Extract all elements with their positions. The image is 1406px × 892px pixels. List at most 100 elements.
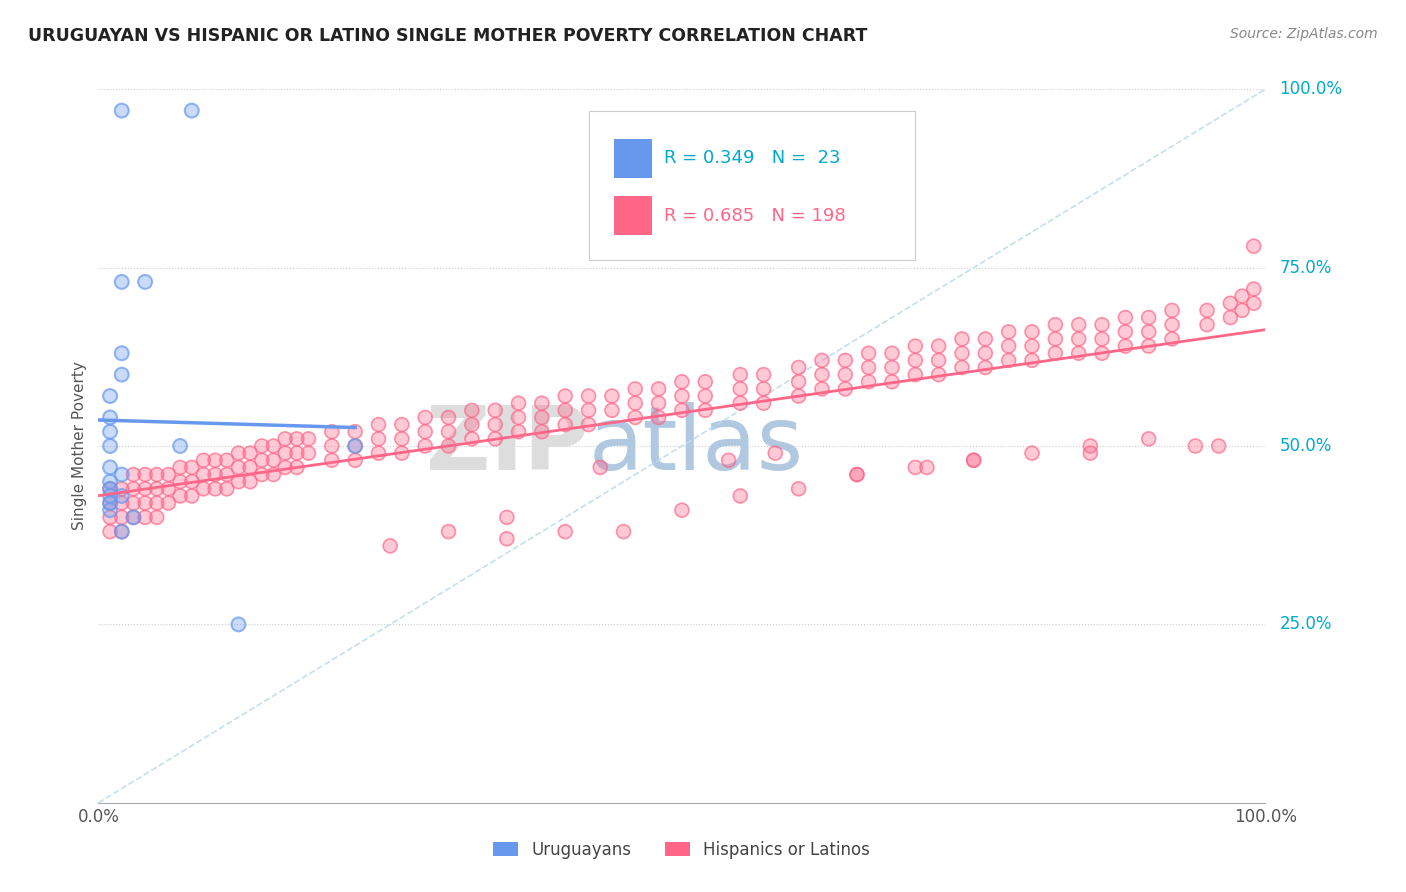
- Point: [1067, 318, 1090, 332]
- Point: [1080, 439, 1102, 453]
- Point: [730, 382, 752, 396]
- Point: [589, 460, 612, 475]
- Point: [180, 489, 202, 503]
- Point: [1243, 282, 1265, 296]
- Point: [730, 382, 752, 396]
- Point: [111, 368, 134, 382]
- Point: [274, 432, 297, 446]
- Point: [169, 460, 191, 475]
- Point: [146, 510, 169, 524]
- Point: [98, 439, 121, 453]
- Point: [437, 524, 460, 539]
- Point: [647, 396, 669, 410]
- Point: [1021, 446, 1043, 460]
- Point: [321, 425, 343, 439]
- Point: [193, 453, 215, 467]
- Point: [962, 453, 984, 467]
- Point: [122, 496, 145, 510]
- Point: [508, 410, 530, 425]
- Point: [1243, 239, 1265, 253]
- Point: [180, 103, 202, 118]
- Point: [262, 453, 284, 467]
- Text: R = 0.685   N = 198: R = 0.685 N = 198: [665, 207, 846, 225]
- Point: [122, 467, 145, 482]
- Point: [600, 403, 623, 417]
- Point: [530, 396, 553, 410]
- Point: [1137, 432, 1160, 446]
- Point: [157, 482, 180, 496]
- Point: [239, 460, 262, 475]
- Point: [834, 368, 856, 382]
- Point: [1137, 432, 1160, 446]
- Point: [880, 360, 903, 375]
- Point: [250, 467, 273, 482]
- Point: [787, 482, 810, 496]
- Point: [380, 539, 402, 553]
- Point: [1091, 318, 1114, 332]
- Point: [530, 410, 553, 425]
- Point: [880, 346, 903, 360]
- Point: [157, 467, 180, 482]
- Point: [111, 524, 134, 539]
- Point: [367, 417, 389, 432]
- Point: [695, 375, 717, 389]
- Point: [204, 453, 226, 467]
- Point: [285, 432, 308, 446]
- Point: [215, 453, 238, 467]
- Point: [962, 453, 984, 467]
- Point: [134, 275, 156, 289]
- Point: [1161, 303, 1184, 318]
- Point: [530, 425, 553, 439]
- Point: [1137, 325, 1160, 339]
- Point: [204, 467, 226, 482]
- Point: [250, 439, 273, 453]
- Point: [437, 425, 460, 439]
- Point: [461, 417, 484, 432]
- Point: [380, 539, 402, 553]
- Point: [811, 353, 834, 368]
- Point: [98, 524, 121, 539]
- Text: atlas: atlas: [589, 402, 804, 490]
- Point: [1114, 339, 1136, 353]
- Point: [554, 403, 576, 417]
- Point: [367, 446, 389, 460]
- Point: [752, 396, 775, 410]
- Point: [717, 453, 740, 467]
- Point: [111, 496, 134, 510]
- Point: [98, 496, 121, 510]
- Point: [496, 510, 519, 524]
- Point: [578, 389, 600, 403]
- Point: [880, 346, 903, 360]
- Point: [974, 360, 997, 375]
- Text: 50.0%: 50.0%: [1279, 437, 1331, 455]
- Point: [98, 510, 121, 524]
- Point: [215, 467, 238, 482]
- Point: [1161, 332, 1184, 346]
- Point: [752, 382, 775, 396]
- Point: [215, 453, 238, 467]
- Point: [204, 453, 226, 467]
- Point: [904, 353, 927, 368]
- Point: [437, 524, 460, 539]
- Point: [1021, 325, 1043, 339]
- Point: [730, 396, 752, 410]
- Point: [997, 325, 1019, 339]
- Point: [530, 396, 553, 410]
- Point: [974, 346, 997, 360]
- Point: [787, 482, 810, 496]
- Point: [344, 439, 367, 453]
- Point: [111, 496, 134, 510]
- Point: [274, 432, 297, 446]
- Point: [1184, 439, 1206, 453]
- Point: [122, 482, 145, 496]
- Point: [262, 467, 284, 482]
- Point: [262, 439, 284, 453]
- Point: [98, 475, 121, 489]
- Point: [98, 410, 121, 425]
- Point: [344, 439, 367, 453]
- Point: [98, 410, 121, 425]
- Point: [111, 510, 134, 524]
- Point: [695, 403, 717, 417]
- Point: [98, 389, 121, 403]
- Point: [461, 417, 484, 432]
